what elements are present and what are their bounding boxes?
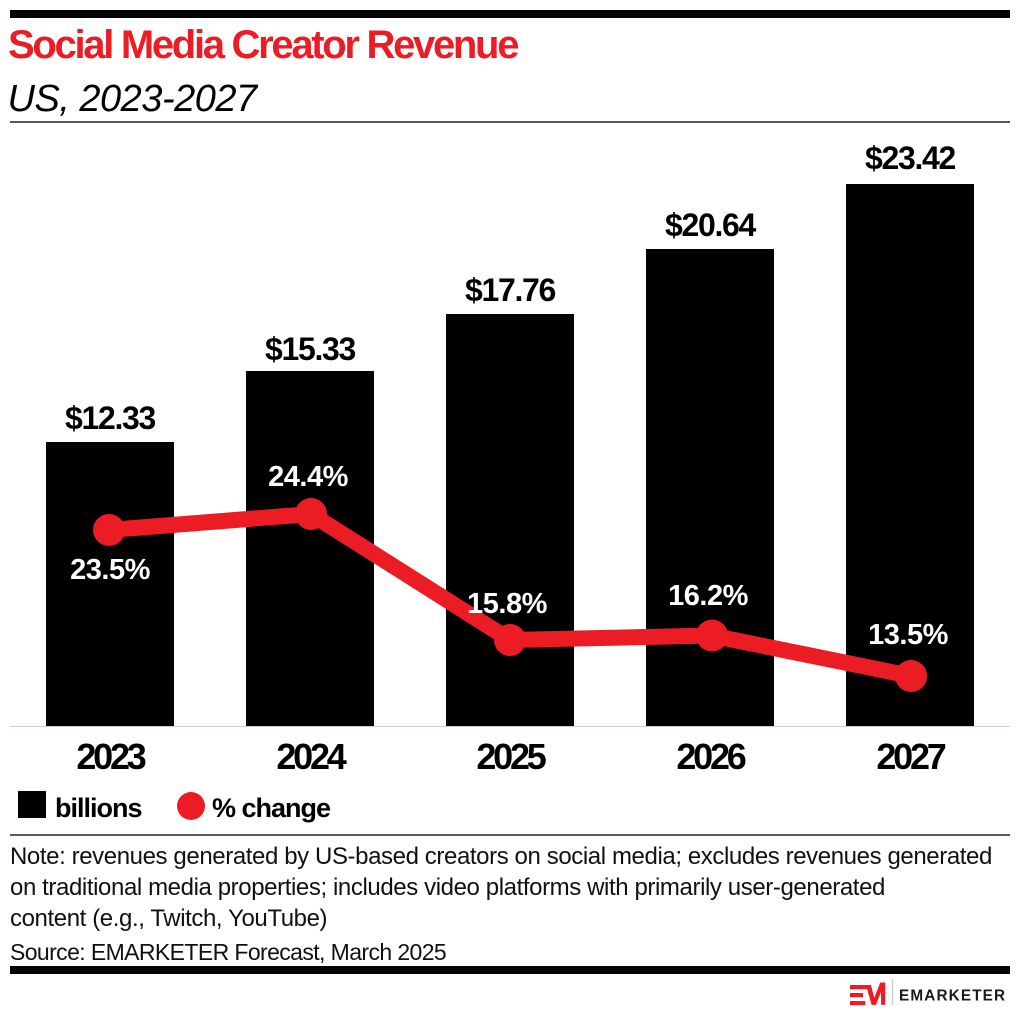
svg-text:EMARKETER: EMARKETER xyxy=(899,987,1006,1004)
